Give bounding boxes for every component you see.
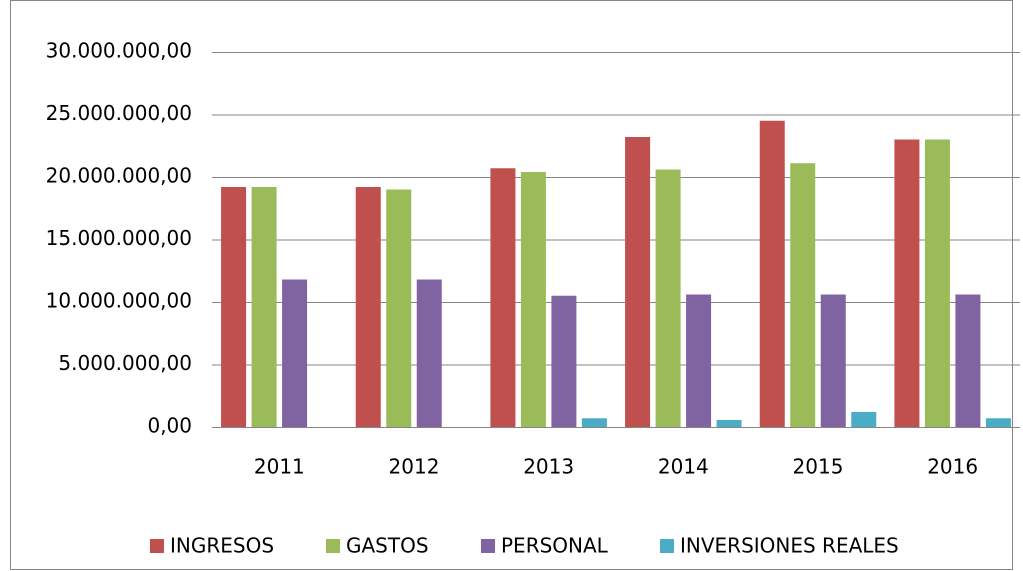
bar — [581, 418, 607, 427]
bar — [955, 294, 981, 427]
bar — [759, 120, 785, 427]
bar — [924, 139, 950, 427]
bar — [625, 137, 651, 427]
legend-swatch — [660, 539, 674, 553]
legend-swatch — [150, 539, 164, 553]
y-tick-label: 20.000.000,00 — [46, 164, 192, 188]
bar — [894, 139, 920, 427]
legend-swatch — [481, 539, 495, 553]
bar — [386, 189, 412, 427]
legend-label: PERSONAL — [501, 534, 609, 558]
x-tick-label: 2013 — [523, 455, 574, 479]
legend-swatch — [326, 539, 340, 553]
x-tick-label: 2012 — [389, 455, 440, 479]
bar — [282, 279, 308, 427]
bar — [221, 187, 247, 427]
bar — [820, 294, 846, 427]
bar — [851, 412, 877, 427]
y-tick-label: 15.000.000,00 — [46, 226, 192, 250]
y-tick-label: 30.000.000,00 — [46, 39, 192, 63]
bar — [716, 420, 742, 427]
bar — [416, 279, 442, 427]
chart-frame — [10, 0, 1013, 570]
bar — [520, 172, 546, 427]
y-tick-label: 10.000.000,00 — [46, 289, 192, 313]
bar — [790, 163, 816, 427]
x-tick-label: 2014 — [658, 455, 709, 479]
legend-label: INGRESOS — [170, 534, 274, 558]
y-tick-label: 5.000.000,00 — [58, 351, 192, 375]
y-tick-label: 25.000.000,00 — [46, 101, 192, 125]
bar — [251, 187, 277, 427]
bar — [655, 169, 681, 427]
bar — [355, 187, 381, 427]
bar — [551, 295, 577, 427]
x-tick-label: 2011 — [254, 455, 305, 479]
legend-label: INVERSIONES REALES — [680, 534, 899, 558]
x-tick-label: 2015 — [793, 455, 844, 479]
bar — [985, 418, 1011, 427]
bar — [490, 168, 516, 427]
y-tick-label: 0,00 — [147, 414, 192, 438]
bar — [686, 294, 712, 427]
legend-label: GASTOS — [346, 534, 429, 558]
x-tick-label: 2016 — [927, 455, 978, 479]
